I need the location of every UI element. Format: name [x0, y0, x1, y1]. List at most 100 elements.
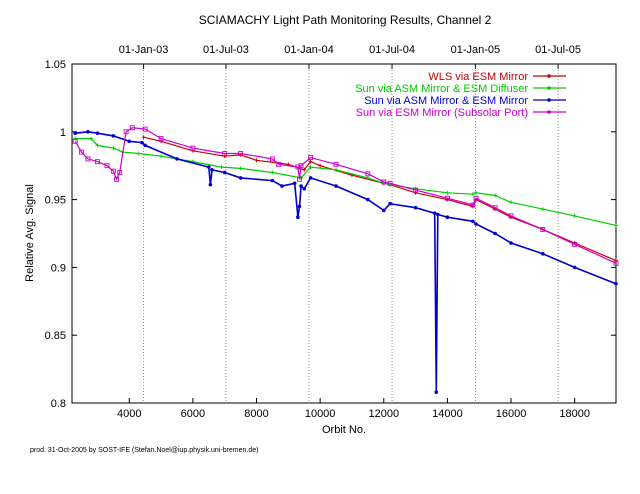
data-point — [432, 211, 437, 215]
data-point — [308, 159, 313, 164]
data-point — [614, 258, 618, 263]
x-tick-label: 4000 — [117, 408, 141, 420]
data-point — [159, 154, 164, 159]
data-point — [381, 179, 387, 185]
y-tick-label: 0.85 — [45, 330, 66, 342]
data-point — [434, 390, 439, 394]
x-tick-label: 16000 — [496, 408, 527, 420]
data-point — [73, 136, 78, 141]
data-point — [540, 226, 546, 232]
top-tick-label: 01-Jan-04 — [284, 44, 334, 56]
data-point — [158, 136, 164, 142]
data-point — [219, 165, 224, 170]
series-line — [143, 136, 617, 262]
top-tick-label: 01-Jul-03 — [203, 44, 249, 56]
data-point — [136, 151, 141, 156]
data-point — [111, 134, 116, 138]
series-line — [75, 130, 617, 393]
data-point — [208, 182, 213, 187]
data-point — [572, 265, 577, 270]
data-point — [206, 165, 211, 169]
data-point — [365, 175, 370, 180]
data-point — [117, 170, 123, 175]
data-point — [413, 205, 418, 210]
data-point — [445, 190, 450, 195]
data-point — [492, 205, 498, 211]
data-point — [508, 213, 514, 219]
data-point — [72, 138, 78, 144]
data-point — [276, 161, 282, 167]
legend-label: WLS via ESM Mirror — [428, 71, 528, 83]
data-point — [444, 195, 450, 201]
data-point — [222, 154, 227, 159]
series-line — [75, 138, 617, 226]
data-point — [471, 219, 475, 224]
top-tick-label: 01-Jan-05 — [451, 44, 501, 56]
data-point — [95, 143, 100, 148]
data-point — [222, 170, 227, 175]
x-tick-label: 14000 — [432, 408, 463, 420]
data-point — [280, 184, 284, 188]
data-point — [572, 241, 578, 247]
data-point — [238, 151, 244, 156]
data-point — [540, 207, 545, 212]
x-tick-label: 12000 — [368, 408, 399, 420]
legend-marker — [547, 98, 551, 102]
x-tick-label: 6000 — [181, 408, 205, 420]
data-point — [85, 156, 91, 162]
plot-frame — [71, 63, 617, 404]
footer-credit: prod. 31-Oct-2005 by SOST-IFE (Stefan.No… — [30, 447, 259, 454]
data-point — [366, 197, 370, 202]
data-point — [614, 223, 618, 228]
data-point — [387, 180, 393, 186]
x-tick-label: 8000 — [244, 408, 268, 420]
data-point — [73, 131, 77, 135]
data-point — [296, 215, 300, 220]
series-layer — [72, 125, 619, 394]
data-point — [95, 131, 100, 135]
y-tick-label: 0.95 — [45, 195, 66, 207]
data-point — [334, 167, 339, 172]
data-point — [238, 166, 243, 171]
data-point — [474, 222, 478, 226]
data-point — [79, 149, 84, 155]
series-3 — [72, 125, 619, 266]
data-point — [141, 135, 146, 140]
data-point — [222, 151, 228, 156]
data-point — [302, 186, 307, 191]
data-point — [614, 281, 618, 286]
y-axis-label: Relative Avg. Signal — [24, 184, 36, 282]
data-point — [123, 129, 129, 135]
data-point — [143, 143, 147, 148]
x-tick-label: 10000 — [305, 408, 336, 420]
top-tick-label: 01-Jan-03 — [119, 44, 169, 56]
y-tick-label: 1 — [60, 127, 66, 139]
y-axis: 0.8 0.85 0.9 0.95 1 1.05 — [45, 59, 616, 410]
data-point — [89, 136, 94, 141]
data-point — [572, 213, 577, 218]
top-tick-label: 01-Jul-05 — [535, 44, 581, 56]
series-0 — [141, 135, 618, 263]
data-point — [127, 139, 132, 144]
data-point — [129, 125, 135, 131]
legend-marker — [547, 86, 551, 90]
data-point — [318, 163, 323, 168]
chart-title: SCIAMACHY Light Path Monitoring Results,… — [199, 13, 492, 27]
data-point — [175, 157, 179, 161]
data-point — [474, 190, 479, 195]
data-point — [190, 145, 196, 151]
data-point — [86, 130, 90, 134]
x-tick-label: 18000 — [559, 408, 590, 420]
data-point — [269, 156, 275, 162]
legend-marker — [547, 110, 551, 114]
data-point — [302, 167, 307, 172]
data-point — [613, 260, 619, 266]
data-point — [413, 187, 419, 193]
data-point — [270, 178, 275, 183]
legend-label: Sun via ASM Mirror & ESM Diffuser — [355, 83, 528, 95]
top-tick-label: 01-Jul-04 — [369, 44, 415, 56]
data-point — [297, 176, 302, 182]
data-point — [436, 212, 440, 217]
